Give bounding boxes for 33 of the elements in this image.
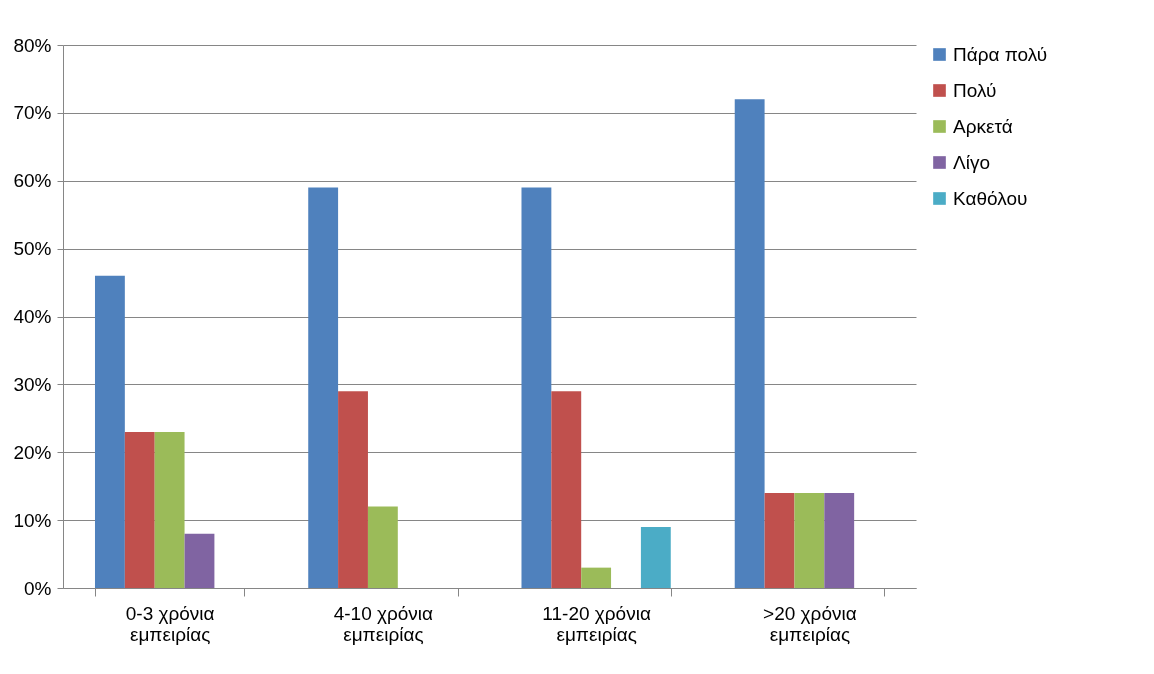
y-tick-label: 70% [13,102,52,124]
bar [794,492,825,588]
bar [154,431,185,588]
bar [338,391,368,588]
legend-label: Πολύ [953,79,997,101]
bar [184,533,215,588]
bar [551,391,582,588]
legend-label: Πάρα πολύ [953,43,1048,65]
bar [581,567,612,588]
x-tick-label: 4-10 χρόνια εμπειρίας [333,602,434,645]
y-tick-label: 50% [13,238,52,260]
y-tick-label: 10% [13,509,52,531]
bar [521,187,552,588]
y-tick-label: 30% [13,373,52,395]
y-tick-label: 20% [13,441,52,463]
legend-label: Καθόλου [953,187,1028,209]
bar [94,275,125,588]
y-tick-label: 80% [13,34,52,56]
bar [367,506,398,588]
legend-label: Αρκετά [953,115,1013,137]
bar [124,431,155,588]
x-tick-label: 0-3 χρόνια εμπειρίας [125,602,215,645]
bar [824,492,855,588]
y-tick-label: 0% [24,577,52,599]
x-tick-label: 11-20 χρόνια εμπειρίας [542,602,651,645]
bar [640,526,671,588]
x-tick-label: >20 χρόνια εμπειρίας [763,602,857,645]
y-tick-label: 60% [13,170,52,192]
bar [764,492,795,588]
bar [734,99,765,588]
bar [308,187,339,588]
y-tick-label: 40% [13,306,52,327]
legend-label: Λίγο [953,151,990,173]
